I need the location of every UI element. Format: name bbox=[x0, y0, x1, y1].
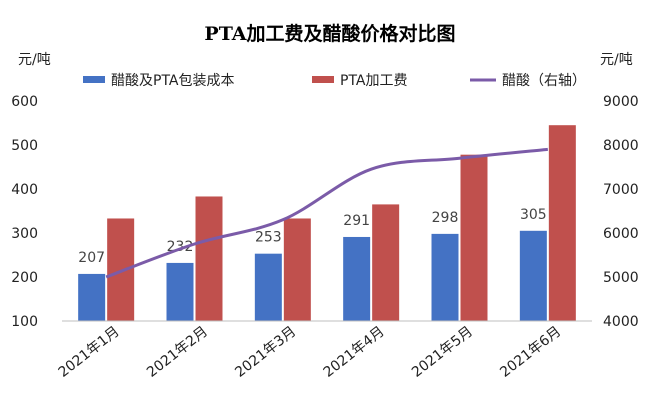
left-axis-unit: 元/吨 bbox=[18, 52, 51, 68]
bar-cost bbox=[343, 236, 371, 321]
bar-cost bbox=[431, 233, 459, 321]
bar-cost bbox=[78, 273, 106, 321]
legend-label: 醋酸及PTA包装成本 bbox=[111, 73, 234, 89]
chart-title: PTA加工费及醋酸价格对比图 bbox=[204, 22, 455, 45]
left-tick-label: 100 bbox=[11, 314, 38, 330]
left-tick-label: 200 bbox=[11, 270, 38, 286]
legend: 醋酸及PTA包装成本 PTA加工费 醋酸（右轴） bbox=[83, 73, 586, 89]
bar-fee bbox=[548, 125, 576, 321]
legend-label: PTA加工费 bbox=[340, 73, 407, 89]
bar-data-label: 291 bbox=[343, 213, 370, 229]
bar-fee bbox=[460, 154, 488, 321]
right-tick-label: 6000 bbox=[603, 226, 639, 242]
left-tick-label: 300 bbox=[11, 226, 38, 242]
bar-data-label: 298 bbox=[432, 210, 459, 226]
left-tick-label: 500 bbox=[11, 138, 38, 154]
left-tick-label: 600 bbox=[11, 94, 38, 110]
right-tick-label: 7000 bbox=[603, 182, 639, 198]
bar-data-label: 305 bbox=[520, 207, 547, 223]
legend-label: 醋酸（右轴） bbox=[502, 73, 586, 89]
right-tick-label: 5000 bbox=[603, 270, 639, 286]
bar-data-label: 207 bbox=[78, 250, 105, 266]
legend-swatch bbox=[312, 76, 334, 83]
bar-fee bbox=[372, 204, 400, 321]
bar-cost bbox=[254, 253, 282, 321]
bar-cost bbox=[166, 262, 194, 321]
bar-cost bbox=[519, 230, 547, 321]
bar-data-label: 253 bbox=[255, 230, 282, 246]
bar-fee bbox=[283, 218, 311, 321]
right-tick-label: 4000 bbox=[603, 314, 639, 330]
legend-swatch bbox=[83, 76, 105, 83]
right-tick-label: 8000 bbox=[603, 138, 639, 154]
left-tick-label: 400 bbox=[11, 182, 38, 198]
line-acetic-acid bbox=[105, 147, 548, 279]
right-tick-label: 9000 bbox=[603, 94, 639, 110]
right-axis-unit: 元/吨 bbox=[600, 52, 633, 68]
bar-fee bbox=[107, 218, 135, 321]
bar-fee bbox=[195, 196, 223, 321]
